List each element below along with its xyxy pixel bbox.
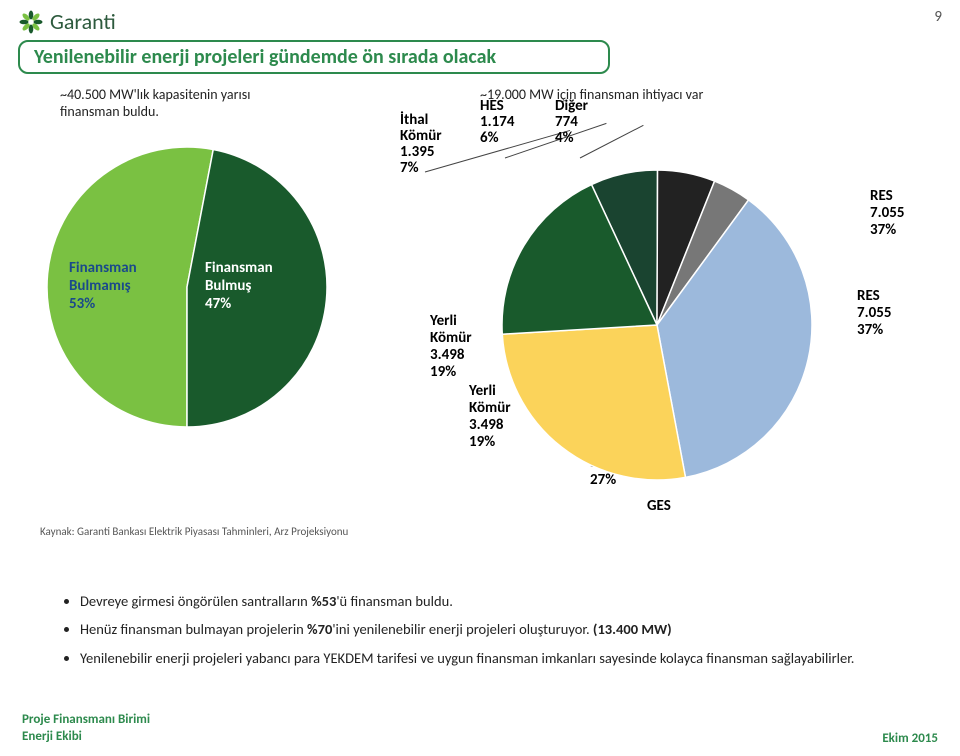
bullet-list: Devreye girmesi öngörülen santralların %…: [40, 591, 960, 676]
pie-external-label: İthalKömür1.3957%: [400, 110, 442, 177]
source-note: Kaynak: Garanti Bankası Elektrik Piyasas…: [40, 525, 348, 538]
bullet-item: Yenilenebilir enerji projeleri yabancı p…: [80, 648, 960, 668]
slide-number: 9: [934, 8, 942, 26]
chart-area: İthalKömür1.3957%HES1.1746%Diğer7744%RES…: [0, 90, 960, 500]
brand-name: Garanti: [50, 8, 116, 35]
page-title: Yenilenebilir enerji projeleri gündemde …: [34, 45, 496, 69]
garanti-logo-icon: [18, 9, 44, 35]
financing-status-pie: FinansmanBulmamış53%FinansmanBulmuş47%: [45, 145, 329, 434]
bullet-item: Henüz finansman bulmayan projelerin %70'…: [80, 619, 960, 639]
pie-label: YerliKömür3.49819%: [468, 382, 511, 451]
footer-date: Ekim 2015: [882, 731, 938, 746]
pie-label: GES5.15027%: [647, 497, 682, 515]
bullet-item: Devreye girmesi öngörülen santralların %…: [80, 591, 960, 611]
footer-left: Proje Finansmanı Birimi Enerji Ekibi: [22, 712, 150, 746]
title-frame: Yenilenebilir enerji projeleri gündemde …: [18, 40, 610, 74]
footer-team: Enerji Ekibi: [22, 729, 150, 746]
pie-label: RES7.05537%: [857, 287, 891, 339]
capacity-breakdown-pie: RES7.05537% GES5.15027% YerliKömür3.49819%: [447, 105, 897, 520]
pie-slice: [502, 325, 685, 480]
footer-unit: Proje Finansmanı Birimi: [22, 712, 150, 729]
